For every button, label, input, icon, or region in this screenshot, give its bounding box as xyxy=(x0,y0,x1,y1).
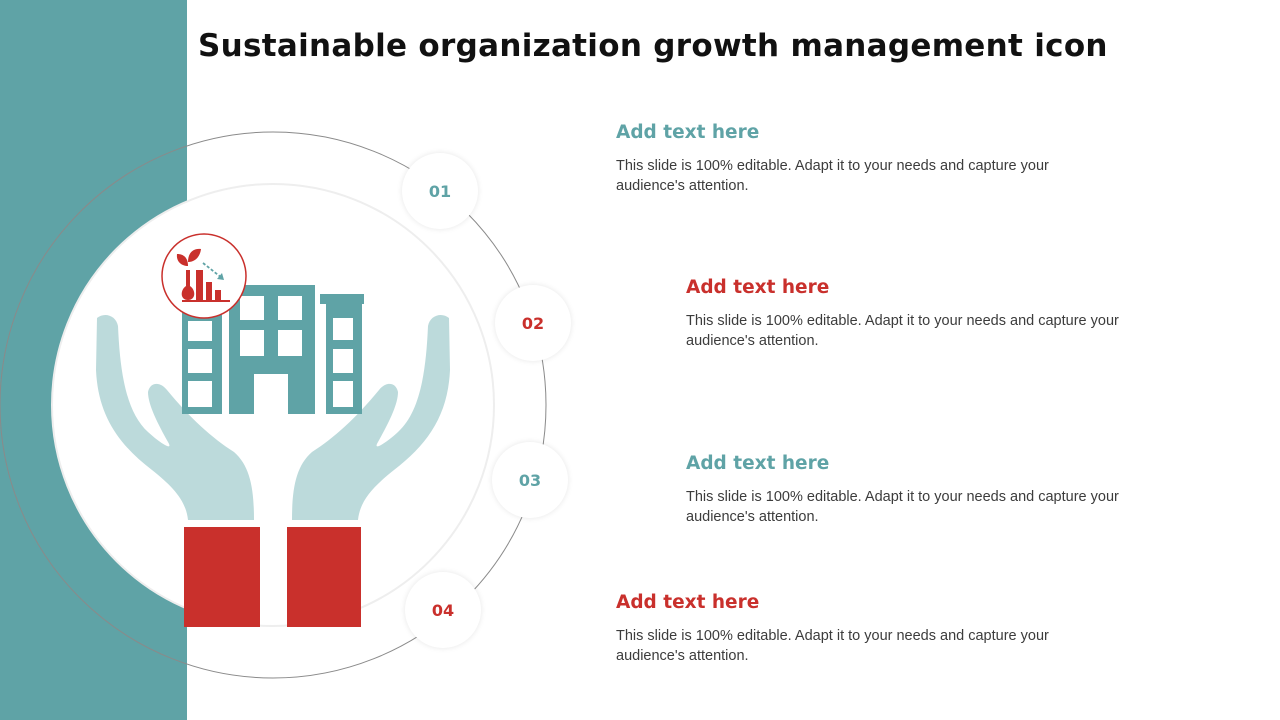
step-description: This slide is 100% editable. Adapt it to… xyxy=(616,158,1049,194)
step-item-01: Add text here This slide is 100% editabl… xyxy=(616,122,1106,196)
step-description: This slide is 100% editable. Adapt it to… xyxy=(686,313,1119,349)
step-number-02: 02 xyxy=(495,285,571,361)
step-heading: Add text here xyxy=(686,453,830,474)
step-description: This slide is 100% editable. Adapt it to… xyxy=(686,489,1119,525)
step-number-01: 01 xyxy=(402,153,478,229)
step-item-03: Add text here This slide is 100% editabl… xyxy=(686,453,1176,527)
step-item-04: Add text here This slide is 100% editabl… xyxy=(616,592,1106,666)
plant-growth-chart-icon xyxy=(161,233,247,319)
hands-icon xyxy=(96,314,450,627)
outer-ring xyxy=(0,131,547,679)
step-number-03: 03 xyxy=(492,442,568,518)
step-description: This slide is 100% editable. Adapt it to… xyxy=(616,628,1049,664)
step-number-04: 04 xyxy=(405,572,481,648)
step-heading: Add text here xyxy=(686,277,830,298)
page-title: Sustainable organization growth manageme… xyxy=(198,28,1108,64)
step-item-02: Add text here This slide is 100% editabl… xyxy=(686,277,1176,351)
step-heading: Add text here xyxy=(616,592,760,613)
building-icon xyxy=(182,285,364,414)
step-heading: Add text here xyxy=(616,122,760,143)
